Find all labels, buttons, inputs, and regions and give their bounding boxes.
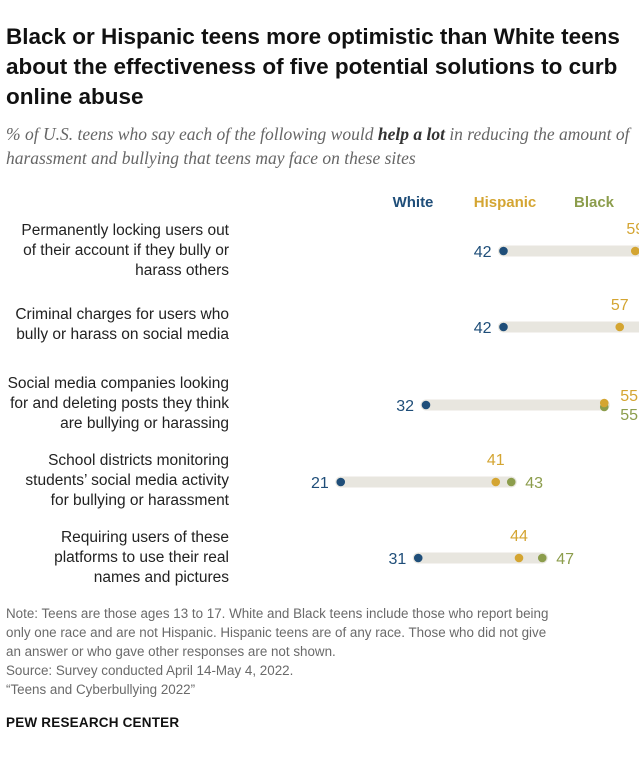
note-line: an answer or who gave other responses ar… xyxy=(6,644,336,659)
chart-subtitle: % of U.S. teens who say each of the foll… xyxy=(6,122,636,170)
dot-hispanic xyxy=(615,322,625,332)
chart-title: Black or Hispanic teens more optimistic … xyxy=(6,24,620,109)
dot-hispanic xyxy=(514,553,524,563)
dot-white xyxy=(499,246,508,256)
value-label-white: 21 xyxy=(311,475,329,492)
note-line: Note: Teens are those ages 13 to 17. Whi… xyxy=(6,606,549,621)
category-label: Criminal charges for users who xyxy=(15,306,229,323)
dot-white xyxy=(421,400,431,410)
category-label: harass others xyxy=(135,262,229,279)
subtitle-part-2: in reducing the amount of harassment and… xyxy=(6,124,630,168)
pew-logo-text: PEW RESEARCH CENTER xyxy=(6,715,180,730)
value-label-white: 32 xyxy=(396,398,414,415)
category-label: of their account if they bully or xyxy=(23,242,229,259)
dot-plot: White Hispanic Black Permanently locking us… xyxy=(8,194,639,586)
dot-hispanic xyxy=(599,398,609,408)
category-label: Requiring users of these xyxy=(61,529,229,546)
value-label-white: 42 xyxy=(474,320,492,337)
value-label-hispanic: 57 xyxy=(611,297,629,314)
category-label: for and deleting posts they think xyxy=(10,395,229,412)
value-label-black: 43 xyxy=(525,475,543,492)
dot-white xyxy=(413,553,423,563)
value-label-hispanic: 55 xyxy=(620,388,638,405)
note-line: only one race and are not Hispanic. Hisp… xyxy=(6,625,547,640)
dot-hispanic xyxy=(630,246,639,256)
category-label: Permanently locking users out xyxy=(21,222,229,239)
category-label: names and pictures xyxy=(94,569,230,586)
category-label: Social media companies looking xyxy=(8,375,229,392)
notes: Note: Teens are those ages 13 to 17. Whi… xyxy=(6,604,636,699)
source-line: Source: Survey conducted April 14-May 4,… xyxy=(6,663,294,678)
legend-white: White xyxy=(393,194,434,211)
subtitle-emphasis: help a lot xyxy=(377,124,445,144)
dot-hispanic xyxy=(491,477,501,487)
category-label: students’ social media activity xyxy=(25,472,229,489)
legend-hispanic: Hispanic xyxy=(474,194,537,211)
dot-white xyxy=(336,477,346,487)
category-label: School districts monitoring xyxy=(48,452,229,469)
value-label-black: 47 xyxy=(556,551,574,568)
report-title-line: “Teens and Cyberbullying 2022” xyxy=(6,682,196,697)
dot-black xyxy=(537,553,547,563)
category-label: platforms to use their real xyxy=(54,549,229,566)
value-label-white: 42 xyxy=(474,244,492,261)
category-label: are bullying or harassing xyxy=(60,415,229,432)
value-label-hispanic: 44 xyxy=(510,528,528,545)
dot-black xyxy=(506,477,516,487)
value-label-hispanic: 59 xyxy=(626,221,639,238)
legend-black: Black xyxy=(574,194,615,211)
value-label-black: 55 xyxy=(620,407,638,424)
category-label: bully or harass on social media xyxy=(16,326,229,343)
dot-white xyxy=(499,322,508,332)
value-label-hispanic: 41 xyxy=(487,452,505,469)
value-label-white: 31 xyxy=(388,551,406,568)
category-label: for bullying or harassment xyxy=(51,492,230,509)
subtitle-part-1: % of U.S. teens who say each of the foll… xyxy=(6,124,378,144)
